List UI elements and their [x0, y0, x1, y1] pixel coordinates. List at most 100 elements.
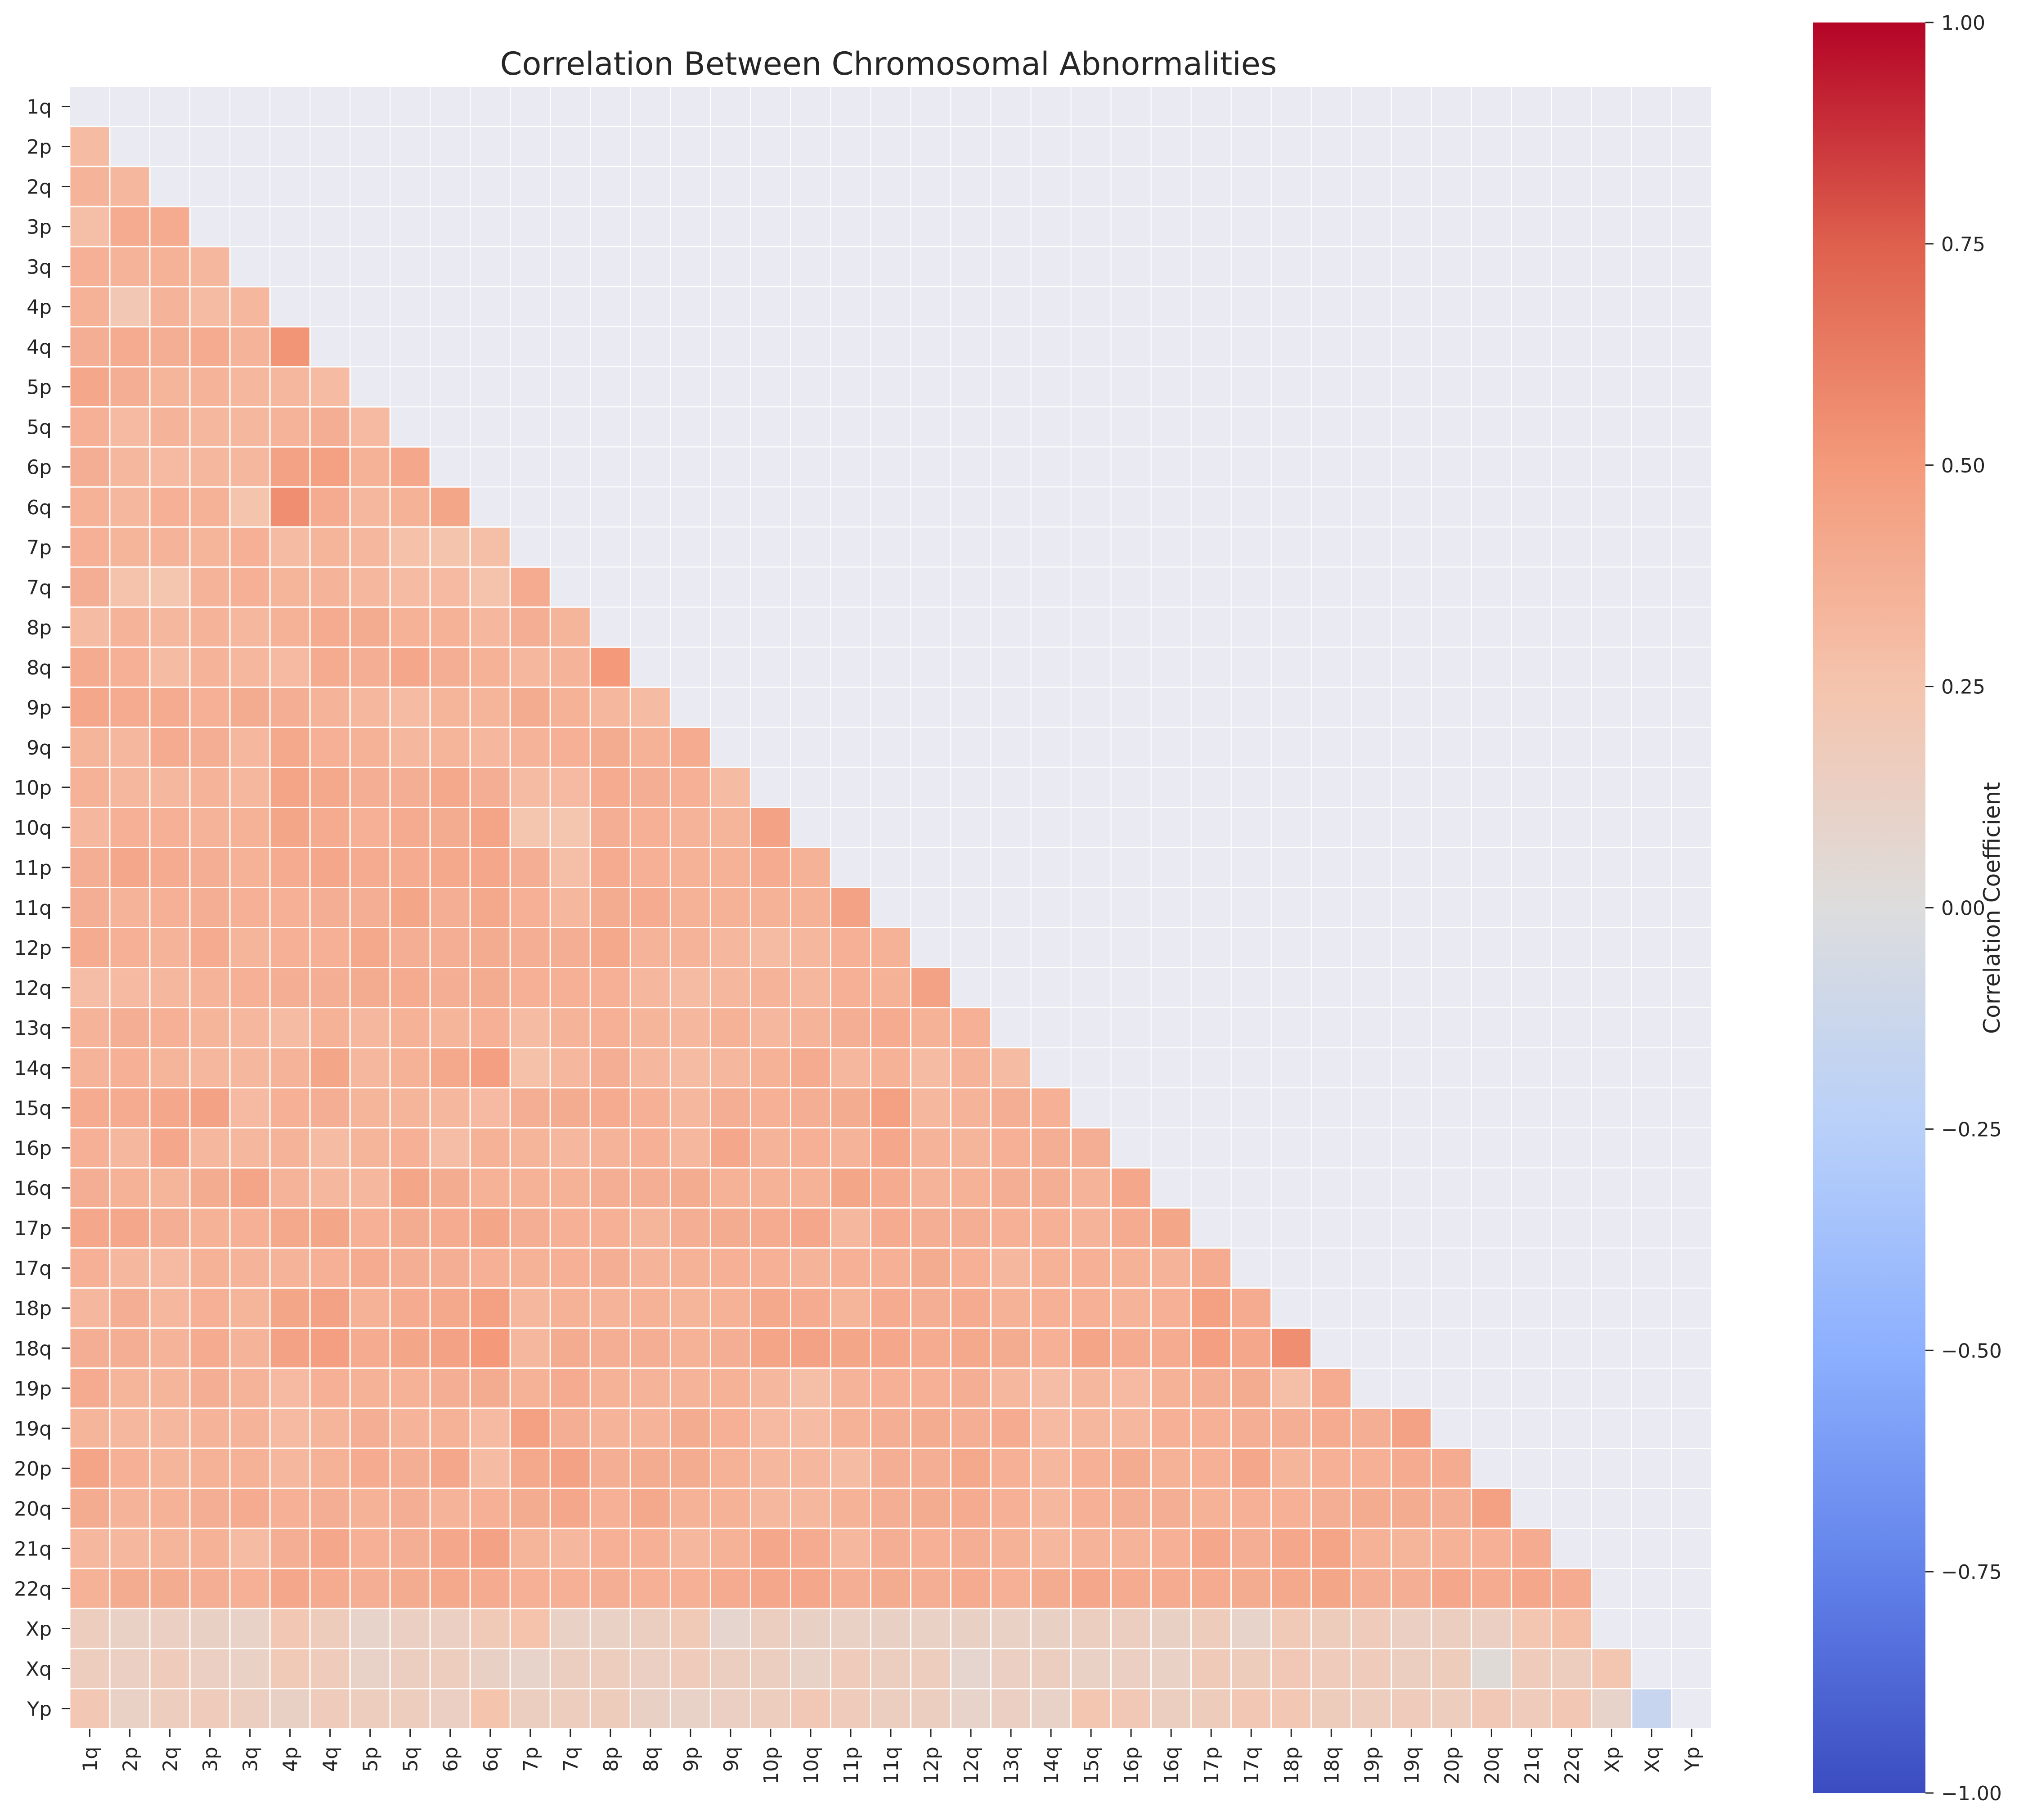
- heatmap-cell-Xp-3q: [229, 1608, 271, 1649]
- heatmap-cell-18q-9p: [669, 1327, 711, 1369]
- heatmap-cell-Yp-21q: [1511, 1688, 1552, 1730]
- heatmap-cell-Xq-6q: [469, 1648, 511, 1690]
- heatmap-cell-22q-6p: [429, 1568, 471, 1609]
- heatmap-cell-Xp-21q: [1511, 1608, 1552, 1649]
- heatmap-cell-12q-5p: [349, 967, 391, 1009]
- heatmap-cell-16q-4q: [309, 1167, 351, 1209]
- heatmap-cell-17q-7p: [509, 1247, 551, 1289]
- heatmap-cell-5p-4q: [309, 366, 351, 408]
- x-tick-label: 19q: [1400, 1747, 1423, 1784]
- heatmap-cell-18q-3q: [229, 1327, 271, 1369]
- heatmap-cell-10p-9p: [669, 766, 711, 808]
- y-tick-label: 9q: [27, 737, 52, 759]
- heatmap-cell-19q-8q: [629, 1407, 671, 1449]
- heatmap-cell-18p-16p: [1110, 1287, 1152, 1329]
- heatmap-cell-7q-5p: [349, 566, 391, 608]
- heatmap-cell-22q-19q: [1391, 1568, 1432, 1609]
- heatmap-cell-4q-2p: [109, 326, 151, 368]
- heatmap-cell-Xp-17q: [1230, 1608, 1272, 1649]
- heatmap-cell-18q-9q: [709, 1327, 751, 1369]
- heatmap-cell-Xq-16p: [1110, 1648, 1152, 1690]
- heatmap-cell-15q-2p: [109, 1087, 151, 1129]
- heatmap-cell-20p-2p: [109, 1447, 151, 1489]
- heatmap-cell-13q-2q: [149, 1007, 191, 1049]
- heatmap-cell-22q-14q: [1030, 1568, 1072, 1609]
- heatmap-cell-21q-16q: [1150, 1528, 1192, 1569]
- heatmap-cell-18q-13q: [990, 1327, 1032, 1369]
- heatmap-cell-8p-5q: [389, 606, 431, 648]
- y-tick-label: 15q: [14, 1097, 52, 1120]
- heatmap-cell-15q-2q: [149, 1087, 191, 1129]
- heatmap-cell-20q-15q: [1070, 1487, 1112, 1529]
- heatmap-cell-19p-1q: [69, 1367, 111, 1409]
- heatmap-cell-7p-5q: [389, 526, 431, 568]
- heatmap-cell-8p-7p: [509, 606, 551, 648]
- heatmap-cell-3q-1q: [69, 246, 111, 288]
- heatmap-cell-19q-13q: [990, 1407, 1032, 1449]
- heatmap-cell-15q-8p: [589, 1087, 631, 1129]
- heatmap-cell-12q-12p: [910, 967, 952, 1009]
- heatmap-cell-Yp-6q: [469, 1688, 511, 1730]
- heatmap-cell-8p-3p: [189, 606, 231, 648]
- x-tick-label: 7p: [520, 1747, 543, 1772]
- heatmap-cell-Xp-12p: [910, 1608, 952, 1649]
- heatmap-cell-16q-12q: [950, 1167, 992, 1209]
- heatmap-cell-12p-10p: [749, 927, 791, 969]
- heatmap-cell-12p-10q: [790, 927, 831, 969]
- heatmap-cell-10q-4q: [309, 806, 351, 848]
- heatmap-cell-Yp-13q: [990, 1688, 1032, 1730]
- heatmap-cell-19p-9q: [709, 1367, 751, 1409]
- heatmap-cell-19p-13q: [990, 1367, 1032, 1409]
- heatmap-cell-18p-11p: [830, 1287, 871, 1329]
- heatmap-cell-19q-18p: [1270, 1407, 1312, 1449]
- heatmap-cell-11q-2p: [109, 886, 151, 929]
- heatmap-cell-11q-6p: [429, 886, 471, 929]
- colorbar-tick-label: −0.50: [1941, 1339, 2002, 1362]
- heatmap-cell-11q-9p: [669, 886, 711, 929]
- heatmap-cell-14q-8q: [629, 1047, 671, 1089]
- heatmap-cell-18p-4q: [309, 1287, 351, 1329]
- heatmap-cell-17q-16q: [1150, 1247, 1192, 1289]
- heatmap-cell-22q-2q: [149, 1568, 191, 1609]
- heatmap-cell-Yp-15q: [1070, 1688, 1112, 1730]
- y-tick-label: 7p: [27, 536, 52, 559]
- heatmap-cell-Yp-18q: [1310, 1688, 1352, 1730]
- heatmap-cell-Xq-11p: [830, 1648, 871, 1690]
- heatmap-cell-21q-12p: [910, 1528, 952, 1569]
- heatmap-cell-18p-16q: [1150, 1287, 1192, 1329]
- y-tick-label: 8q: [27, 656, 52, 679]
- heatmap-cell-19q-16p: [1110, 1407, 1152, 1449]
- x-tick-label: 4p: [279, 1747, 302, 1772]
- heatmap-cell-13q-3p: [189, 1007, 231, 1049]
- heatmap-cell-4q-1q: [69, 326, 111, 368]
- x-axis-tick-labels: 1q 2p 2q 3p 3q 4p 4q 5p 5q 6p 6q 7p 7q 8p 8q 9p 9q 10p 10q…: [79, 1729, 1704, 1784]
- heatmap-cell-15q-10p: [749, 1087, 791, 1129]
- heatmap-cell-5q-2q: [149, 406, 191, 448]
- heatmap-cell-Yp-14q: [1030, 1688, 1072, 1730]
- heatmap-cell-12q-7q: [549, 967, 591, 1009]
- heatmap-cell-19p-16p: [1110, 1367, 1152, 1409]
- heatmap-cell-11q-8q: [629, 886, 671, 929]
- heatmap-cell-5p-2q: [149, 366, 191, 408]
- heatmap-cell-13q-7q: [549, 1007, 591, 1049]
- heatmap-cell-18q-12q: [950, 1327, 992, 1369]
- heatmap-cell-7p-1q: [69, 526, 111, 568]
- heatmap-cell-21q-19p: [1350, 1528, 1392, 1569]
- heatmap-cell-18p-12p: [910, 1287, 952, 1329]
- y-tick-label: 4p: [27, 296, 52, 319]
- heatmap-cell-10p-2q: [149, 766, 191, 808]
- heatmap-cell-12p-6q: [469, 927, 511, 969]
- heatmap-cell-17q-2p: [109, 1247, 151, 1289]
- heatmap-cell-9q-8p: [589, 726, 631, 768]
- heatmap-cell-9q-3q: [229, 726, 271, 768]
- heatmap-cell-Yp-8q: [629, 1688, 671, 1730]
- heatmap-cell-11p-4p: [269, 846, 311, 888]
- heatmap-cell-19p-12p: [910, 1367, 952, 1409]
- x-tick-label: 19p: [1360, 1747, 1383, 1784]
- heatmap-cell-21q-10q: [790, 1528, 831, 1569]
- heatmap-cell-Yp-18p: [1270, 1688, 1312, 1730]
- heatmap-cell-11q-10q: [790, 886, 831, 929]
- y-tick-label: 10p: [14, 777, 52, 800]
- heatmap-cell-14q-10q: [790, 1047, 831, 1089]
- heatmap-cell-15q-10q: [790, 1087, 831, 1129]
